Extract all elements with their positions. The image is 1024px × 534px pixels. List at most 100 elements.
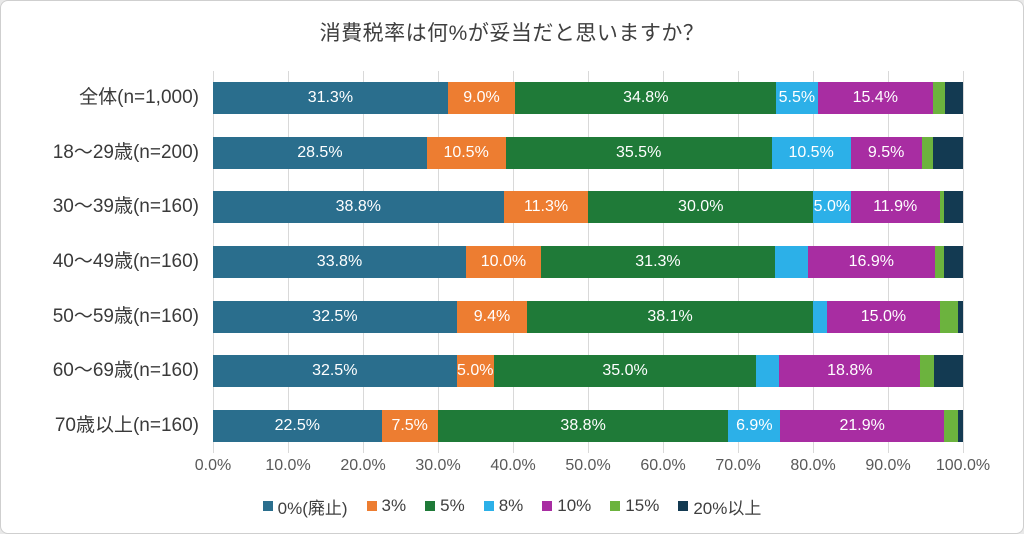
bar-segment — [812, 300, 828, 333]
gridline — [963, 71, 964, 453]
bar-segment-label: 38.1% — [647, 307, 693, 325]
legend-item: 20%以上 — [678, 494, 761, 519]
bar-segment-label: 10.0% — [480, 253, 527, 270]
bar-segment: 28.5% — [213, 136, 427, 169]
legend-marker — [425, 501, 436, 511]
bar-segment: 6.9% — [728, 409, 781, 442]
x-tick-label: 100.0% — [935, 457, 991, 474]
bar-segment-label: 32.5% — [312, 362, 358, 380]
legend-label: 20%以上 — [693, 498, 762, 518]
legend-item: 15% — [610, 496, 659, 516]
bar-row: 28.5% 10.5% 35.5% 10.5% 9.5% — [213, 136, 963, 169]
bar-row: 31.3% 9.0% 34.8% 5.5% 15.4% — [213, 82, 963, 115]
bar-segment-label: 16.9% — [848, 253, 894, 270]
bar-row: 22.5% 7.5% 38.8% 6.9% 21.9% — [213, 409, 963, 442]
bar-segment-label: 28.5% — [297, 143, 343, 161]
legend-marker — [678, 501, 689, 511]
bar-segment-label: 5.0% — [813, 198, 851, 216]
x-tick-label: 40.0% — [490, 457, 536, 474]
bar-segment-label: 35.0% — [602, 362, 648, 380]
legend-label: 8% — [498, 496, 524, 515]
bar-segment: 38.1% — [527, 300, 813, 333]
bar-segment: 22.5% — [213, 409, 382, 442]
bar-segment-label: 10.5% — [443, 143, 489, 161]
bar-segment-label: 38.8% — [335, 198, 382, 216]
bar-segment: 35.0% — [493, 355, 757, 388]
bar-row: 38.8% 11.3% 30.0% 5.0% 11.9% — [213, 191, 963, 224]
bar-segment-label: 32.5% — [312, 307, 358, 325]
x-tick-label: 60.0% — [640, 457, 686, 474]
bar-segment: 38.8% — [213, 191, 504, 224]
legend-label: 5% — [440, 496, 465, 515]
bar-segment-label: 9.5% — [867, 143, 905, 161]
x-axis: 0.0% 10.0% 20.0% 30.0% 40.0% 50.0% 60.0% 70.0% 8… — [195, 457, 990, 479]
bar-segment: 9.5% — [850, 136, 922, 169]
bar-segment-label: 15.0% — [860, 307, 907, 325]
legend-marker — [262, 501, 273, 511]
bar-segment: 10.0% — [465, 246, 541, 278]
legend-item: 10% — [542, 496, 591, 516]
bar-segment-label: 9.4% — [473, 307, 511, 325]
bar-segment — [934, 355, 963, 388]
bar-segment-label: 10.5% — [788, 143, 834, 161]
bar-segment — [944, 246, 963, 278]
legend-label: 0%(廃止) — [277, 498, 348, 518]
bar-segment — [944, 409, 959, 442]
bar-segment — [944, 191, 963, 224]
bar-segment-label: 9.0% — [463, 89, 500, 107]
bar-segment: 15.4% — [817, 82, 933, 115]
bar-segment: 7.5% — [381, 409, 438, 442]
bar-segment-label: 22.5% — [274, 416, 320, 434]
x-tick-label: 20.0% — [340, 457, 386, 474]
legend-label: 10% — [557, 496, 592, 515]
bar-segment-label: 18.8% — [827, 362, 873, 380]
category-label: 40～49歳(n=160) — [52, 251, 199, 272]
bar-segment: 11.3% — [503, 191, 589, 224]
bar-segment-label: 7.5% — [391, 416, 428, 434]
x-tick-label: 70.0% — [715, 457, 761, 474]
legend: 0%(廃止) 3% 5% 8% 10% 15% 20%以上 — [1, 493, 1023, 519]
bar-segment — [958, 409, 963, 442]
bar-segment: 5.0% — [456, 355, 494, 388]
legend-item: 5% — [425, 496, 465, 516]
bar-segment-label: 6.9% — [736, 416, 773, 434]
bar-segment: 21.9% — [780, 409, 945, 442]
bar-segment: 34.8% — [515, 82, 777, 115]
plot-area: 31.3% 9.0% 34.8% 5.5% 15.4% 28.5% 10.5% 35.5% 10… — [213, 71, 964, 453]
bar-segment — [933, 82, 945, 115]
bar-segment: 32.5% — [213, 355, 457, 388]
bar-segment-label: 33.8% — [316, 253, 363, 270]
legend-marker — [610, 501, 621, 511]
category-label: 50～59歳(n=160) — [52, 305, 199, 327]
bar-segment-label: 31.3% — [307, 89, 354, 107]
bar-segment: 31.3% — [213, 82, 448, 115]
bar-segment — [934, 246, 945, 278]
bar-segment-label: 21.9% — [839, 416, 885, 434]
bar-row: 32.5% 9.4% 38.1% 15.0% — [213, 300, 963, 333]
bar-segment: 31.3% — [540, 246, 776, 278]
bar-row: 33.8% 10.0% 31.3% 16.9% — [213, 246, 963, 278]
bar-segment: 5.5% — [776, 82, 818, 115]
legend-label: 15% — [625, 496, 660, 515]
legend-item: 8% — [483, 496, 524, 516]
bar-segment — [939, 191, 945, 224]
x-tick-label: 50.0% — [565, 457, 611, 474]
legend-label: 3% — [381, 496, 407, 515]
bar-segment: 10.5% — [771, 136, 851, 169]
bar-segment: 33.8% — [213, 246, 466, 278]
bar-segment-label: 15.4% — [852, 89, 898, 107]
bar-segment-label: 11.3% — [523, 198, 569, 216]
legend-item: 0%(廃止) — [262, 494, 348, 519]
category-label: 30～39歳(n=160) — [52, 196, 199, 218]
bar-segment: 18.8% — [779, 355, 921, 388]
bar-segment — [775, 246, 809, 278]
bar-segment: 16.9% — [808, 246, 935, 278]
legend-marker — [366, 501, 377, 511]
category-label: 18～29歳(n=200) — [52, 141, 199, 163]
x-tick-label: 80.0% — [790, 457, 836, 474]
legend-marker — [483, 501, 494, 511]
legend-marker — [542, 501, 553, 511]
bar-segment-label: 38.8% — [560, 416, 606, 434]
bar-segment: 32.5% — [213, 300, 457, 333]
